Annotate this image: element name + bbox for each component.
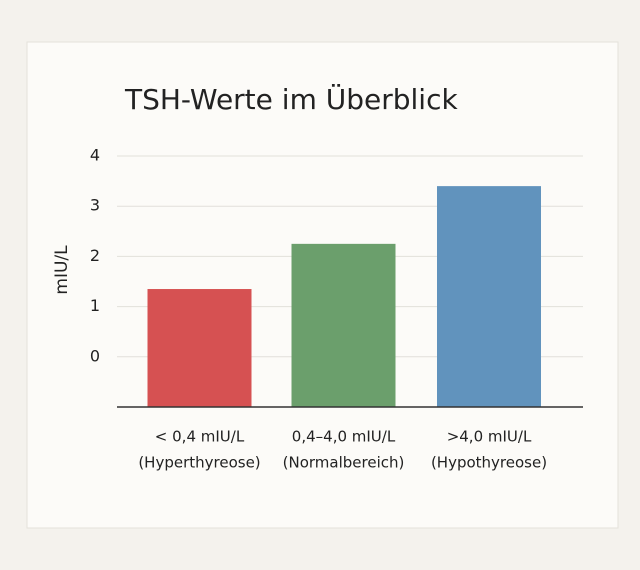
y-tick-label: 0 [90, 346, 100, 365]
chart-title: TSH-Werte im Überblick [124, 82, 458, 116]
x-tick-label: (Hypothyreose) [431, 454, 547, 472]
y-tick-label: 1 [90, 296, 100, 315]
bar [437, 186, 541, 407]
y-tick-label: 4 [90, 146, 100, 165]
x-tick-label: < 0,4 mIU/L [155, 428, 245, 446]
y-axis-label: mIU/L [52, 245, 72, 295]
x-tick-label: (Normalbereich) [283, 454, 405, 472]
x-tick-label: (Hyperthyreose) [138, 454, 260, 472]
x-tick-label: >4,0 mIU/L [447, 428, 532, 446]
y-tick-label: 3 [90, 196, 100, 215]
y-tick-label: 2 [90, 246, 100, 265]
bar [147, 289, 252, 407]
x-tick-label: 0,4–4,0 mIU/L [292, 428, 396, 446]
bar [291, 243, 396, 407]
